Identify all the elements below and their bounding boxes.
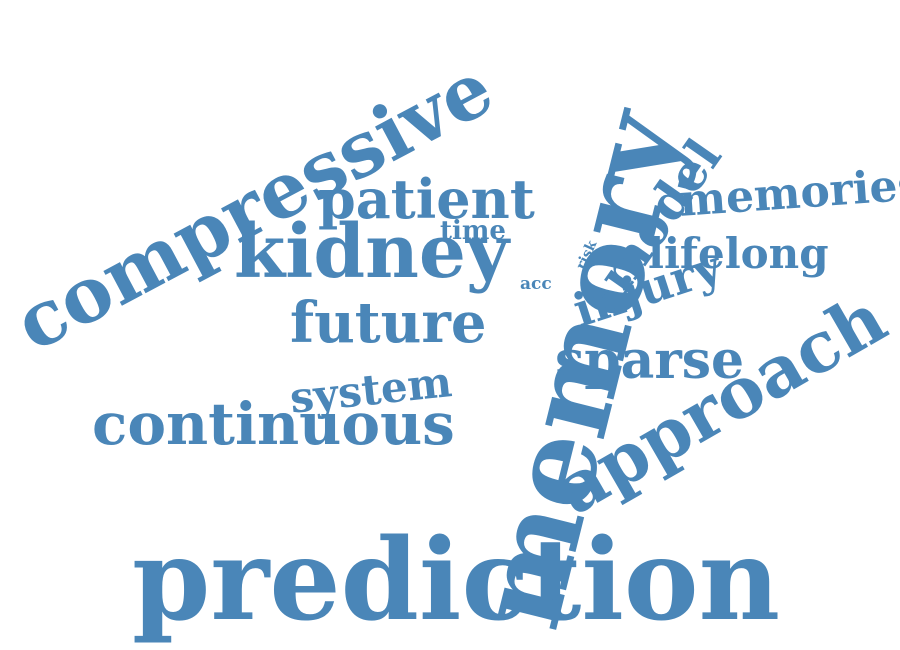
word-acc: acc [520, 274, 552, 294]
word-future: future [290, 290, 487, 356]
word-kidney: kidney [234, 209, 510, 295]
word-sparse: sparse [555, 330, 745, 391]
word-lifelong: lifelong [648, 229, 829, 278]
word-continuous: continuous [92, 390, 455, 458]
word-time: time [440, 216, 506, 246]
word-prediction: prediction [132, 515, 781, 646]
word-patient: patient [318, 167, 535, 231]
